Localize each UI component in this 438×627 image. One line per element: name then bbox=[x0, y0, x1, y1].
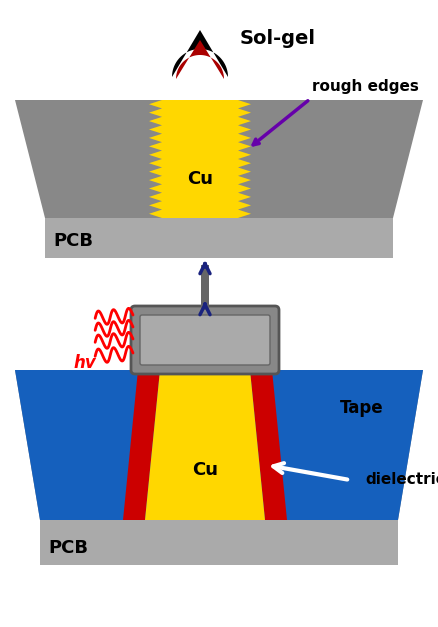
Text: PCB: PCB bbox=[48, 539, 88, 557]
FancyBboxPatch shape bbox=[131, 306, 279, 374]
Polygon shape bbox=[149, 100, 251, 218]
Text: Cu: Cu bbox=[192, 461, 218, 479]
Polygon shape bbox=[250, 370, 287, 520]
Bar bbox=[201, 265, 209, 310]
Polygon shape bbox=[45, 218, 393, 258]
Text: dielectric: dielectric bbox=[365, 473, 438, 488]
Text: Sol-gel: Sol-gel bbox=[240, 28, 316, 48]
Text: PCB: PCB bbox=[53, 232, 93, 250]
Polygon shape bbox=[172, 30, 228, 77]
Text: rough edges: rough edges bbox=[312, 79, 419, 94]
Polygon shape bbox=[123, 370, 160, 520]
FancyBboxPatch shape bbox=[140, 315, 270, 365]
Text: hv: hv bbox=[74, 354, 96, 372]
Polygon shape bbox=[40, 520, 398, 565]
Polygon shape bbox=[145, 370, 265, 520]
Polygon shape bbox=[15, 370, 423, 520]
Polygon shape bbox=[15, 100, 423, 218]
Text: Cu: Cu bbox=[187, 170, 213, 188]
Text: Tape: Tape bbox=[339, 399, 383, 417]
Polygon shape bbox=[176, 40, 224, 79]
Polygon shape bbox=[15, 370, 423, 520]
